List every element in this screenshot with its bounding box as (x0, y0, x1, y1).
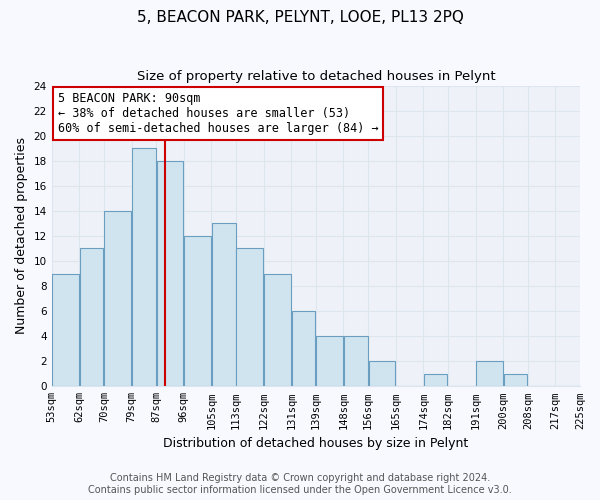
Bar (316, 336, 343, 386)
Bar (424, 374, 448, 386)
Bar (344, 336, 368, 386)
Title: Size of property relative to detached houses in Pelynt: Size of property relative to detached ho… (137, 70, 495, 83)
Bar (236, 248, 263, 386)
Text: 5 BEACON PARK: 90sqm
← 38% of detached houses are smaller (53)
60% of semi-detac: 5 BEACON PARK: 90sqm ← 38% of detached h… (58, 92, 379, 135)
Bar (212, 224, 236, 386)
Bar (368, 361, 395, 386)
Y-axis label: Number of detached properties: Number of detached properties (15, 138, 28, 334)
Text: Contains HM Land Registry data © Crown copyright and database right 2024.
Contai: Contains HM Land Registry data © Crown c… (88, 474, 512, 495)
Bar (292, 311, 316, 386)
Text: 5, BEACON PARK, PELYNT, LOOE, PL13 2PQ: 5, BEACON PARK, PELYNT, LOOE, PL13 2PQ (137, 10, 463, 25)
Bar (184, 236, 211, 386)
Bar (476, 361, 503, 386)
Bar (80, 248, 103, 386)
Bar (132, 148, 155, 386)
Bar (104, 211, 131, 386)
Bar (264, 274, 291, 386)
Bar (157, 160, 183, 386)
X-axis label: Distribution of detached houses by size in Pelynt: Distribution of detached houses by size … (163, 437, 469, 450)
Bar (503, 374, 527, 386)
Bar (52, 274, 79, 386)
